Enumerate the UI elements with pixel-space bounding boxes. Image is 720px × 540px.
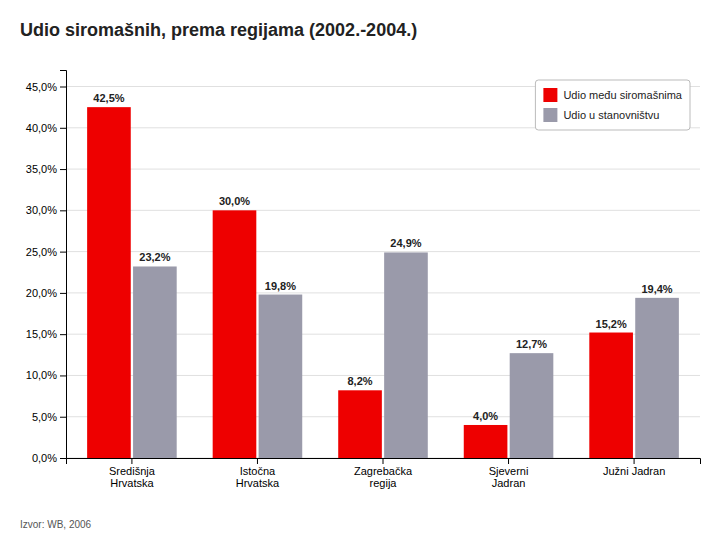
legend: Udio među siromašnima Udio u stanovništvu — [535, 80, 690, 130]
y-tick-mark — [60, 458, 66, 459]
x-tick-mark — [131, 458, 132, 464]
data-label: 19,8% — [265, 280, 296, 292]
y-tick: 40,0% — [26, 122, 66, 134]
y-tick-label: 15,0% — [26, 328, 57, 340]
bar — [87, 107, 131, 458]
x-tick-label: SjeverniJadran — [489, 465, 529, 490]
y-tick: 35,0% — [26, 163, 66, 175]
bar — [510, 353, 554, 458]
data-label: 42,5% — [93, 92, 124, 104]
x-tick-mark — [508, 458, 509, 464]
title: Udio siromašnih, prema regijama (2002.-2… — [20, 20, 417, 40]
bar-series — [133, 252, 679, 458]
y-tick: 15,0% — [26, 328, 66, 340]
x-tick-label-line: Hrvatska — [236, 477, 280, 489]
x-tick: Južni Jadran — [603, 458, 665, 477]
y-tick-label: 20,0% — [26, 287, 57, 299]
x-axis-line — [67, 459, 701, 465]
data-label: 30,0% — [219, 195, 250, 207]
y-tick: 20,0% — [26, 287, 66, 299]
y-tick-mark — [60, 334, 66, 335]
bar — [133, 266, 177, 458]
data-label: 23,2% — [139, 251, 170, 263]
x-tick: Zagrebačkaregija — [354, 458, 413, 489]
legend-label: Udio u stanovništvu — [563, 109, 659, 121]
bar — [464, 425, 508, 458]
x-tick: SredišnjaHrvatska — [109, 458, 156, 489]
grid-line — [66, 210, 700, 211]
bar-series — [87, 107, 633, 458]
bar — [259, 295, 303, 458]
y-tick-label: 35,0% — [26, 163, 57, 175]
source: Izvor: WB, 2006 — [20, 519, 92, 530]
x-tick-label-line: Središnja — [109, 465, 156, 477]
legend-swatch — [543, 88, 557, 102]
x-tick-mark — [634, 458, 635, 464]
grid — [66, 87, 700, 458]
bar — [213, 210, 257, 458]
legend-item: Udio među siromašnima — [543, 88, 682, 102]
y-tick-label: 40,0% — [26, 122, 57, 134]
y-tick: 25,0% — [26, 246, 66, 258]
legend-box — [535, 80, 690, 130]
data-labels: 42,5% 30,0% 8,2% 4,0% 15,2% 23,2% 19,8% 24,9% 12… — [93, 92, 673, 422]
y-tick-label: 10,0% — [26, 369, 57, 381]
y-tick-mark — [60, 87, 66, 88]
y-tick-mark — [60, 417, 66, 418]
data-label: 15,2% — [596, 318, 627, 330]
legend-swatch — [543, 108, 557, 122]
y-tick: 30,0% — [26, 204, 66, 216]
y-tick-mark — [60, 169, 66, 170]
x-tick-label: SredišnjaHrvatska — [109, 465, 156, 490]
y-tick-label: 0,0% — [32, 452, 57, 464]
legend-item: Udio u stanovništvu — [543, 108, 659, 122]
y-axis-line — [60, 71, 67, 459]
x-tick: IstočnaHrvatska — [236, 458, 280, 489]
y-tick-mark — [60, 375, 66, 376]
y-tick: 10,0% — [26, 369, 66, 381]
x-tick-label-line: Zagrebačka — [354, 465, 413, 477]
x-axis: SredišnjaHrvatskaIstočnaHrvatskaZagrebač… — [67, 458, 701, 489]
y-tick-label: 30,0% — [26, 204, 57, 216]
x-tick-label: Južni Jadran — [603, 465, 665, 477]
data-label: 19,4% — [641, 283, 672, 295]
x-tick-label: Zagrebačkaregija — [354, 465, 413, 490]
y-tick: 5,0% — [32, 411, 66, 423]
x-tick: SjeverniJadran — [489, 458, 529, 489]
data-label: 12,7% — [516, 338, 547, 350]
x-tick-label-line: Hrvatska — [110, 477, 154, 489]
y-tick-label: 5,0% — [32, 411, 57, 423]
y-tick-mark — [60, 128, 66, 129]
y-axis: 0,0% 5,0% 10,0% 15,0% 20,0% 25,0% 30,0% 35,0% 40… — [26, 71, 67, 465]
bar — [589, 333, 633, 458]
bars — [87, 107, 679, 458]
x-tick-label: IstočnaHrvatska — [236, 465, 280, 490]
bar — [384, 252, 428, 458]
y-tick-label: 45,0% — [26, 81, 57, 93]
y-tick-label: 25,0% — [26, 246, 57, 258]
x-tick-label-line: regija — [370, 477, 398, 489]
x-tick-mark — [257, 458, 258, 464]
data-label: 8,2% — [347, 375, 372, 387]
bar — [635, 298, 679, 458]
y-tick: 45,0% — [26, 81, 66, 93]
y-tick-mark — [60, 252, 66, 253]
x-tick-label-line: Istočna — [240, 465, 276, 477]
x-tick-label-line: Jadran — [492, 477, 526, 489]
y-tick-mark — [60, 293, 66, 294]
x-tick-mark — [383, 458, 384, 464]
x-tick-label-line: Sjeverni — [489, 465, 529, 477]
bar — [338, 390, 382, 458]
legend-label: Udio među siromašnima — [563, 89, 682, 101]
data-label: 4,0% — [473, 410, 498, 422]
data-label: 24,9% — [390, 237, 421, 249]
plot: 0,0% 5,0% 10,0% 15,0% 20,0% 25,0% 30,0% 35,0% 40… — [26, 71, 701, 490]
x-tick-label-line: Južni Jadran — [603, 465, 665, 477]
grid-line — [66, 169, 700, 170]
chart: Udio siromašnih, prema regijama (2002.-2… — [0, 0, 720, 540]
y-tick-mark — [60, 210, 66, 211]
y-tick: 0,0% — [32, 452, 66, 464]
